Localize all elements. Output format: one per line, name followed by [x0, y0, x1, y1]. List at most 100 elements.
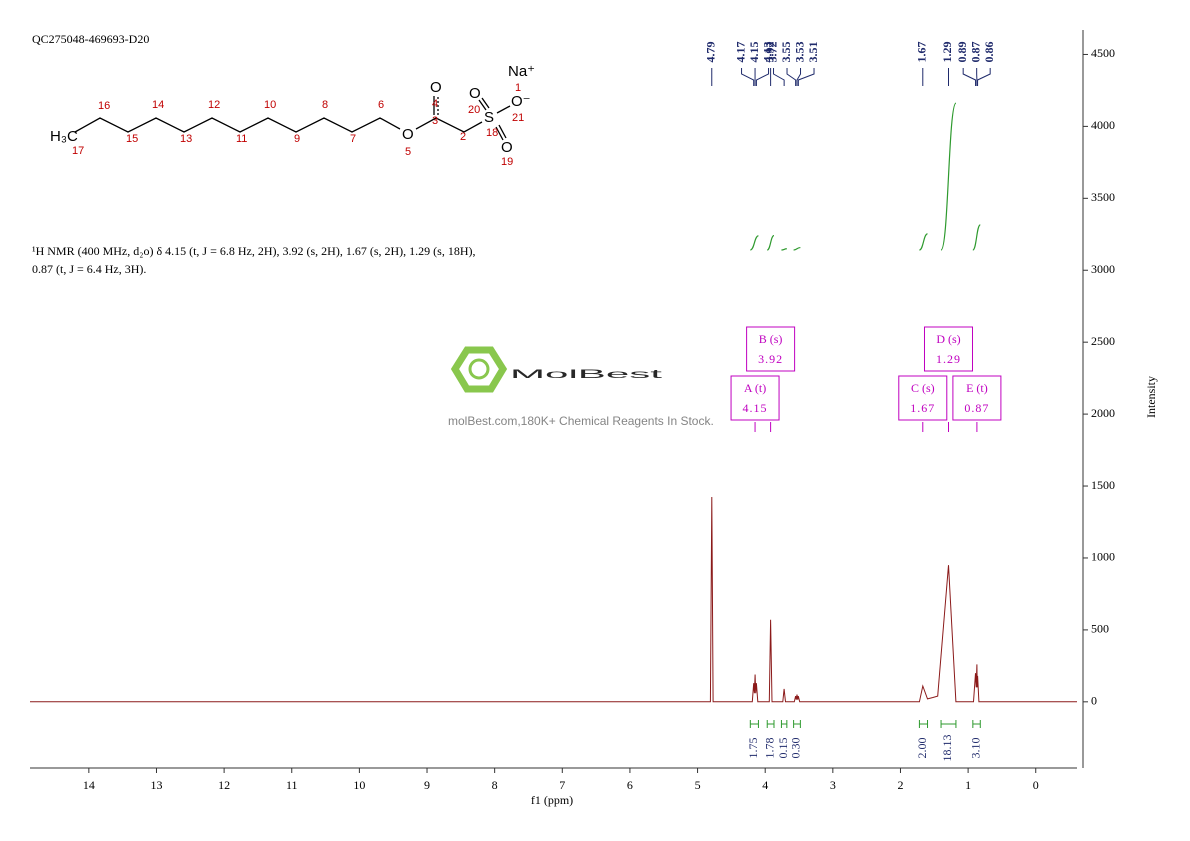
integral-label: 0.15 [776, 738, 790, 759]
logo [450, 346, 508, 393]
atom-number: 5 [405, 146, 411, 158]
integral-curve [766, 234, 775, 251]
peak-label: 3.53 [792, 42, 806, 63]
multiplet-box [952, 375, 1002, 421]
multiplet-box [923, 326, 973, 372]
peak-leader [796, 68, 802, 86]
integral-label: 2.00 [915, 738, 929, 759]
integral-label: 1.78 [762, 738, 776, 759]
peak-leader [773, 68, 785, 86]
description: ¹H NMR (400 MHz, d₂o) δ 4.15 (t, J = 6.8… [32, 244, 476, 258]
atom-number: 12 [208, 99, 220, 111]
atom-number: 19 [501, 156, 513, 168]
peak-leader [741, 68, 755, 86]
integral-bracket [766, 720, 775, 728]
y-tick-label: 500 [1091, 622, 1109, 636]
integral-curve [793, 246, 801, 251]
peak-label: 0.87 [968, 42, 982, 63]
integral-label: 1.75 [746, 738, 760, 759]
bond [498, 124, 507, 139]
y-tick-label: 3500 [1091, 190, 1115, 204]
bond [495, 126, 504, 141]
multiplet-box [730, 375, 780, 421]
atom-number: 2 [460, 131, 466, 143]
peak-label: 4.17 [733, 42, 747, 63]
atom-number: 20 [468, 104, 480, 116]
integral-curve [972, 224, 981, 251]
atom: O⁻ [511, 93, 531, 110]
x-tick-label: 14 [83, 778, 95, 792]
peak-label: 3.51 [806, 42, 820, 63]
integral-curve [781, 248, 787, 251]
sample-id: QC275048-469693-D20 [32, 32, 149, 46]
x-tick-label: 12 [218, 778, 230, 792]
atom-number: 18 [486, 127, 498, 139]
peak-leader [962, 68, 977, 86]
watermark: MolBest molBest.com,180K+ Chemical Reage… [448, 346, 714, 428]
integral-label: 18.13 [940, 735, 954, 762]
peak-label: 3.55 [779, 42, 793, 63]
multiplet-shift: 1.67 [910, 401, 935, 415]
peak-label: 1.67 [915, 42, 929, 63]
x-tick-label: 4 [762, 778, 768, 792]
tagline: molBest.com,180K+ Chemical Reagents In S… [448, 414, 714, 428]
y-tick-label: 1000 [1091, 550, 1115, 564]
integral-bracket [940, 720, 957, 728]
atom: S [484, 109, 494, 126]
atom-number: 14 [152, 99, 164, 111]
x-tick-label: 5 [695, 778, 701, 792]
peak-label: 0.86 [982, 42, 996, 63]
integral-bracket [793, 720, 801, 728]
x-tick-label: 2 [897, 778, 903, 792]
atom-number: 6 [378, 99, 384, 111]
peak-label: 3.92 [762, 42, 776, 63]
logo [468, 358, 490, 380]
integral-curve [750, 235, 759, 251]
integral-curve [919, 233, 928, 251]
integral-bracket [972, 720, 981, 728]
multiplet-shift: 0.87 [964, 401, 989, 415]
peak-label: 4.79 [704, 42, 718, 63]
bond [478, 99, 487, 111]
multiplet-shift: 3.92 [758, 352, 783, 366]
multiplet-label: C (s) [911, 381, 935, 395]
atom: O [501, 139, 513, 156]
atom-number: 3 [432, 115, 438, 127]
bond [496, 105, 511, 114]
atom-number: 7 [350, 133, 356, 145]
multiplet-shift: 4.15 [743, 401, 768, 415]
atom: O [430, 79, 442, 96]
multiplet-box [746, 326, 796, 372]
multiplet-label: E (t) [966, 381, 988, 395]
integral-bracket [918, 720, 929, 728]
peak-leader [755, 68, 770, 86]
peak-leader [786, 68, 797, 86]
atom-number: 8 [322, 99, 328, 111]
multiplet-box [898, 375, 948, 421]
peak-label: 4.15 [747, 42, 761, 63]
atom: Na⁺ [508, 63, 535, 80]
multiplet-shift: 1.29 [936, 352, 961, 366]
atom-number: 13 [180, 133, 192, 145]
atom-number: 16 [98, 100, 110, 112]
x-tick-label: 8 [492, 778, 498, 792]
x-tick-label: 11 [286, 778, 298, 792]
x-tick-label: 3 [830, 778, 836, 792]
peak-label: 0.89 [955, 42, 969, 63]
bond [74, 117, 401, 133]
brand: MolBest [510, 367, 664, 381]
y-tick-label: 4000 [1091, 118, 1115, 132]
atom-number: 11 [236, 133, 247, 145]
y-tick-label: 1500 [1091, 478, 1115, 492]
integral-curve [940, 102, 957, 251]
peak-label: 1.29 [940, 42, 954, 63]
atom-number: 10 [264, 99, 276, 111]
multiplet-label: D (s) [936, 332, 960, 346]
peak-leader [977, 68, 991, 86]
integral-bracket [749, 720, 759, 728]
y-tick-label: 2000 [1091, 406, 1115, 420]
x-tick-label: 6 [627, 778, 633, 792]
x-tick-label: 10 [353, 778, 365, 792]
peak-leader [797, 68, 815, 86]
